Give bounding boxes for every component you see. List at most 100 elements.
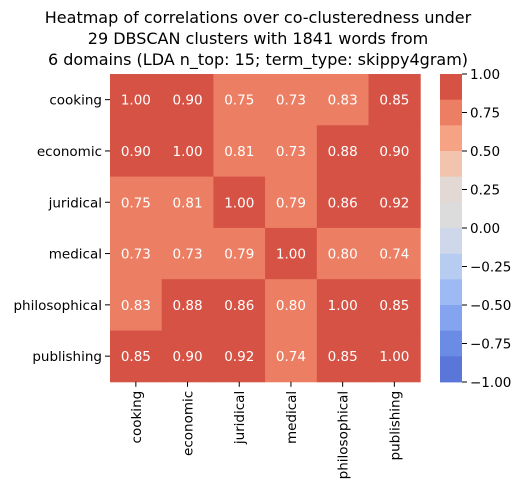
cell-value-label: 0.83 xyxy=(328,93,358,109)
cell-value-label: 0.88 xyxy=(173,298,203,314)
y-tick-label: publishing xyxy=(32,349,102,365)
heatmap-cell xyxy=(110,279,163,331)
heatmap-cell xyxy=(316,227,369,280)
colorbar-tick-label: 0.75 xyxy=(470,106,500,122)
cell-value-label: 0.73 xyxy=(276,93,306,109)
colorbar-tick-label: 0.50 xyxy=(470,144,500,160)
x-tick-label: medical xyxy=(284,391,300,444)
colorbar-band xyxy=(440,99,462,126)
colorbar-tick-label: −0.75 xyxy=(470,337,511,353)
x-tick-label: philosophical xyxy=(336,391,352,480)
heatmap-cell xyxy=(265,125,318,178)
colorbar-band xyxy=(440,176,462,203)
cell-value-label: 1.00 xyxy=(276,247,306,263)
heatmap-cell xyxy=(265,279,318,331)
heatmap-cell xyxy=(368,74,421,126)
cell-value-label: 0.92 xyxy=(224,349,254,365)
heatmap-cell xyxy=(265,330,318,383)
cell-value-label: 0.74 xyxy=(276,349,306,365)
heatmap-cell xyxy=(316,279,369,331)
cell-value-label: 0.85 xyxy=(379,93,409,109)
cell-value-label: 0.81 xyxy=(173,195,203,211)
cell-value-label: 0.85 xyxy=(379,298,409,314)
colorbar-band xyxy=(440,228,462,255)
y-tick-label: philosophical xyxy=(13,298,102,314)
heatmap-cell xyxy=(213,279,266,331)
cell-value-label: 0.85 xyxy=(121,349,151,365)
cell-value-label: 0.86 xyxy=(224,298,254,314)
heatmap-cell xyxy=(265,74,318,126)
x-tick-label: juridical xyxy=(232,391,248,445)
cell-value-label: 0.86 xyxy=(328,195,358,211)
cell-value-label: 0.73 xyxy=(173,247,203,263)
colorbar-band xyxy=(440,253,462,280)
x-tick-label: economic xyxy=(181,391,197,456)
cell-value-label: 0.90 xyxy=(173,93,203,109)
cell-value-label: 0.85 xyxy=(328,349,358,365)
colorbar-band xyxy=(440,151,462,178)
cell-value-label: 1.00 xyxy=(379,349,409,365)
heatmap-cell xyxy=(316,74,369,126)
heatmap-cell xyxy=(110,176,163,229)
cell-value-label: 0.80 xyxy=(276,298,306,314)
colorbar-band xyxy=(440,279,462,306)
x-tick-label: cooking xyxy=(129,391,145,444)
cell-value-label: 0.75 xyxy=(121,195,151,211)
colorbar-band xyxy=(440,202,462,229)
cell-value-label: 0.88 xyxy=(328,144,358,160)
cell-value-label: 0.90 xyxy=(173,349,203,365)
cell-value-label: 0.75 xyxy=(224,93,254,109)
heatmap-cell xyxy=(213,176,266,229)
cell-value-label: 1.00 xyxy=(224,195,254,211)
cell-value-label: 1.00 xyxy=(121,93,151,109)
heatmap-cell xyxy=(161,330,214,383)
cell-value-label: 0.81 xyxy=(224,144,254,160)
cell-value-label: 0.80 xyxy=(328,247,358,263)
heatmap-cell xyxy=(110,74,163,126)
y-tick-label: juridical xyxy=(48,195,102,211)
heatmap-cell xyxy=(161,227,214,280)
colorbar-band xyxy=(440,356,462,383)
colorbar-tick-label: 0.25 xyxy=(470,183,500,199)
colorbar-band xyxy=(440,330,462,357)
cell-value-label: 0.90 xyxy=(379,144,409,160)
cell-value-label: 0.92 xyxy=(379,195,409,211)
heatmap-cell xyxy=(110,330,163,383)
heatmap-cell xyxy=(161,125,214,178)
heatmap-cell xyxy=(213,227,266,280)
colorbar-tick-label: 0.00 xyxy=(470,221,500,237)
cell-value-label: 1.00 xyxy=(173,144,203,160)
heatmap-cell xyxy=(110,125,163,178)
y-tick-label: economic xyxy=(37,144,102,160)
x-tick-label: publishing xyxy=(387,391,403,461)
heatmap-cell xyxy=(213,74,266,126)
colorbar-band xyxy=(440,74,462,101)
heatmap-cell xyxy=(368,279,421,331)
heatmap-cell xyxy=(265,227,318,280)
heatmap-cell xyxy=(316,176,369,229)
chart-title-line-2: 29 DBSCAN clusters with 1841 words from xyxy=(87,29,429,48)
heatmap-cell xyxy=(368,176,421,229)
cell-value-label: 0.90 xyxy=(121,144,151,160)
cell-value-label: 0.74 xyxy=(379,247,409,263)
heatmap-cell xyxy=(368,227,421,280)
heatmap-cell xyxy=(368,125,421,178)
y-tick-label: medical xyxy=(49,247,102,263)
colorbar-tick-label: −1.00 xyxy=(470,375,511,391)
colorbar-tick-label: −0.25 xyxy=(470,260,511,276)
heatmap-cell xyxy=(161,74,214,126)
cell-value-label: 0.83 xyxy=(121,298,151,314)
colorbar-band xyxy=(440,125,462,152)
cell-value-label: 0.79 xyxy=(224,247,254,263)
cell-value-label: 0.79 xyxy=(276,195,306,211)
cell-value-label: 0.73 xyxy=(121,247,151,263)
chart-title-line-3: 6 domains (LDA n_top: 15; term_type: ski… xyxy=(47,50,469,69)
heatmap-cell xyxy=(316,125,369,178)
colorbar-band xyxy=(440,305,462,332)
cell-value-label: 1.00 xyxy=(328,298,358,314)
heatmap-cell xyxy=(265,176,318,229)
heatmap-cell xyxy=(161,279,214,331)
heatmap-cell xyxy=(213,125,266,178)
